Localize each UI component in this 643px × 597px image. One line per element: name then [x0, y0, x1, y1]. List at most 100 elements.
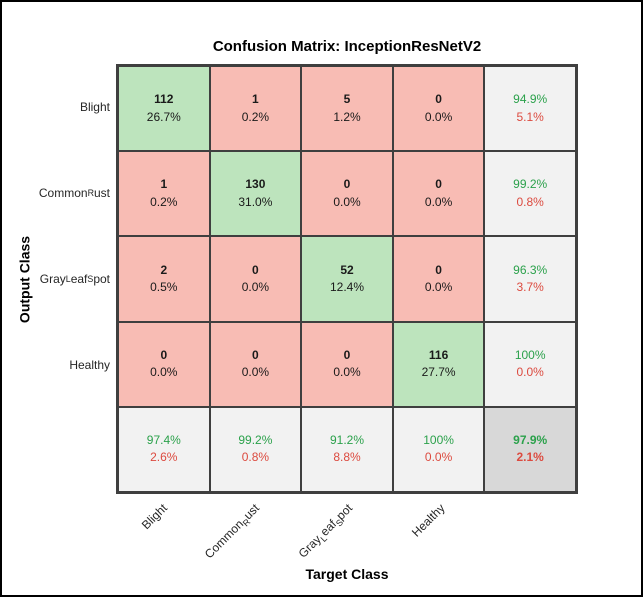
cell-text: 5 — [343, 92, 351, 107]
cell-healthy-common-rust: 0 0.0% — [209, 321, 302, 407]
cell-text: 130 — [245, 177, 266, 192]
cell-text: 0.0% — [150, 365, 178, 380]
cell-text: 0 — [343, 177, 351, 192]
cell-common-rust-healthy: 0 0.0% — [392, 151, 485, 237]
cell-blight-healthy: 0 0.0% — [392, 66, 485, 152]
class-label-text: ust — [93, 186, 110, 200]
cell-text: 3.7% — [516, 279, 544, 294]
cell-text: 2.6% — [150, 450, 178, 465]
cell-text: 0.0% — [241, 365, 270, 380]
row-summary-healthy: 100% 0.0% — [484, 321, 576, 407]
col-summary-healthy: 100% 0.0% — [392, 406, 485, 492]
row-label-healthy: Healthy — [2, 322, 110, 408]
cell-healthy-healthy: 116 27.7% — [392, 321, 485, 407]
col-summary-gray-leaf-spot: 91.2% 8.8% — [301, 406, 393, 492]
cell-text: 1.2% — [333, 109, 361, 124]
chart-title: Confusion Matrix: InceptionResNetV2 — [212, 38, 482, 55]
confusion-grid: 112 26.7% 1 0.2% 5 1.2% 0 0.0% 94.9% 5.1% 1 0.2% 130… — [116, 64, 578, 494]
cell-text: 0.2% — [150, 194, 178, 209]
col-label-healthy: Healthy — [409, 501, 448, 540]
row-summary-common-rust: 99.2% 0.8% — [484, 151, 576, 237]
class-label-text: Gray — [39, 272, 66, 286]
cell-text: 94.9% — [513, 92, 548, 107]
cell-text: 97.4% — [146, 433, 181, 447]
x-axis-label: Target Class — [305, 566, 389, 582]
cell-text: 1 — [160, 177, 168, 192]
cell-text: 0.0% — [333, 365, 361, 380]
cell-text: 0.0% — [241, 279, 270, 294]
cell-text: 0 — [343, 347, 351, 362]
col-summary-blight: 97.4% 2.6% — [118, 406, 210, 492]
cell-text: 52 — [340, 262, 354, 277]
overall-accuracy-cell: 97.9% 2.1% — [484, 406, 576, 492]
cell-common-rust-common-rust: 130 31.0% — [209, 151, 302, 237]
class-label-text: Common — [38, 186, 88, 200]
cell-text: 0.0% — [424, 109, 453, 124]
cell-text: 0.0% — [424, 450, 453, 465]
cell-text: 8.8% — [333, 450, 361, 465]
cell-text: 0.0% — [424, 279, 453, 294]
cell-text: 99.2% — [238, 433, 273, 447]
class-label-text: Blight — [138, 501, 171, 533]
cell-text: 2.1% — [516, 450, 544, 465]
cell-text: 0.8% — [241, 450, 270, 465]
cell-text: 12.4% — [329, 279, 364, 294]
cell-text: 0.8% — [516, 194, 544, 209]
cell-text: 100% — [423, 433, 454, 447]
class-label-text: eaf — [70, 272, 88, 286]
class-label-text: Common — [202, 516, 247, 562]
cell-text: 112 — [154, 92, 174, 107]
cell-healthy-blight: 0 0.0% — [118, 321, 210, 407]
class-label-text: R — [87, 188, 94, 198]
cell-gray-leaf-spot-blight: 2 0.5% — [118, 236, 210, 322]
cell-text: 99.2% — [513, 177, 548, 192]
cell-text: 1 — [252, 92, 259, 107]
cell-gray-leaf-spot-common-rust: 0 0.0% — [209, 236, 302, 322]
cell-gray-leaf-spot-healthy: 0 0.0% — [392, 236, 485, 322]
cell-text: 31.0% — [238, 194, 273, 209]
class-label-text: L — [65, 274, 71, 284]
cell-text: 2 — [160, 262, 168, 277]
cell-text: 91.2% — [329, 433, 364, 447]
cell-text: 0 — [252, 347, 259, 362]
cell-gray-leaf-spot-gray-leaf-spot: 52 12.4% — [301, 236, 393, 322]
cell-text: 0 — [435, 177, 442, 192]
cell-text: 26.7% — [146, 109, 181, 124]
cell-blight-common-rust: 1 0.2% — [209, 66, 302, 152]
cell-blight-gray-leaf-spot: 5 1.2% — [301, 66, 393, 152]
class-label-text: Blight — [79, 100, 110, 114]
cell-common-rust-gray-leaf-spot: 0 0.0% — [301, 151, 393, 237]
cell-text: 0.0% — [516, 365, 544, 380]
cell-text: 0.0% — [333, 194, 361, 209]
cell-text: 116 — [428, 347, 449, 362]
col-label-common-rust: CommonRust — [202, 501, 264, 563]
class-label-text: Healthy — [69, 358, 110, 372]
cell-common-rust-blight: 1 0.2% — [118, 151, 210, 237]
class-label-text: S — [87, 274, 94, 284]
col-label-gray-leaf-spot: GrayLeafSpot — [295, 501, 356, 562]
cell-text: 0.5% — [150, 279, 178, 294]
cell-blight-blight: 112 26.7% — [118, 66, 210, 152]
row-label-blight: Blight — [2, 64, 110, 150]
col-summary-common-rust: 99.2% 0.8% — [209, 406, 302, 492]
cell-text: 0.0% — [424, 194, 453, 209]
cell-text: 27.7% — [421, 365, 456, 380]
cell-text: 100% — [514, 347, 546, 362]
cell-healthy-gray-leaf-spot: 0 0.0% — [301, 321, 393, 407]
row-summary-blight: 94.9% 5.1% — [484, 66, 576, 152]
col-label-blight: Blight — [139, 501, 170, 532]
class-label-text: Healthy — [408, 501, 448, 540]
cell-text: 0 — [252, 262, 259, 277]
cell-text: 96.3% — [513, 262, 548, 277]
cell-text: 0 — [160, 347, 168, 362]
cell-text: 0.2% — [241, 109, 270, 124]
class-label-text: pot — [93, 272, 110, 286]
cell-text: 97.9% — [513, 433, 548, 447]
row-summary-gray-leaf-spot: 96.3% 3.7% — [484, 236, 576, 322]
cell-text: 0 — [435, 262, 442, 277]
cell-text: 5.1% — [516, 109, 544, 124]
cell-text: 0 — [435, 92, 442, 107]
